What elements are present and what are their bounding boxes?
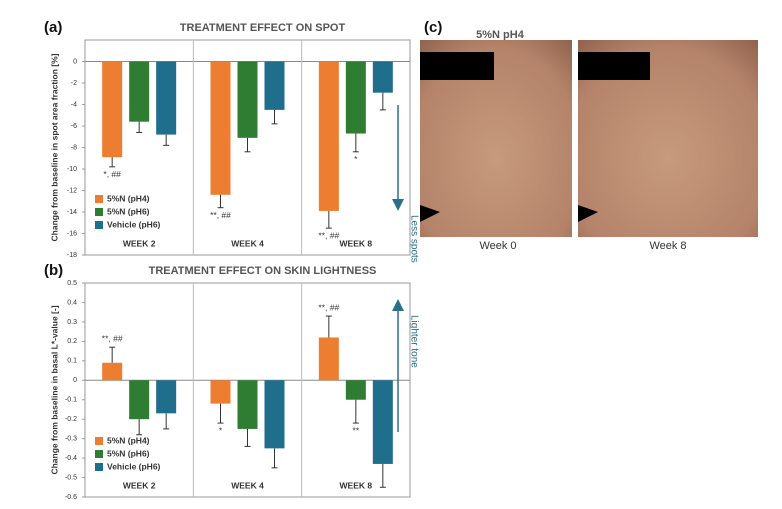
legend-swatch bbox=[95, 221, 103, 229]
y-tick-label: -0.4 bbox=[65, 455, 77, 462]
y-tick-label: -16 bbox=[67, 230, 77, 237]
bar bbox=[156, 380, 177, 414]
x-tick-label: WEEK 4 bbox=[231, 238, 264, 248]
bar bbox=[102, 61, 123, 158]
legend-label: 5%N (pH4) bbox=[107, 193, 150, 203]
y-tick-label: 0.2 bbox=[67, 338, 77, 345]
bar bbox=[345, 380, 366, 400]
significance-label: **, ## bbox=[210, 210, 231, 220]
bar bbox=[264, 61, 285, 110]
significance-label: * bbox=[354, 154, 358, 164]
photo-title: 5%N pH4 bbox=[476, 29, 525, 41]
y-tick-label: 0.4 bbox=[67, 299, 77, 306]
y-tick-label: -18 bbox=[67, 252, 77, 259]
significance-label: *, ## bbox=[103, 169, 121, 179]
y-tick-label: -0.2 bbox=[65, 416, 77, 423]
legend-swatch bbox=[95, 208, 103, 216]
y-tick-label: -2 bbox=[71, 80, 77, 87]
x-tick-label: WEEK 8 bbox=[340, 480, 373, 490]
legend-label: Vehicle (pH6) bbox=[107, 461, 161, 471]
significance-label: **, ## bbox=[102, 333, 123, 343]
y-tick-label: 0 bbox=[73, 58, 77, 65]
y-tick-label: -10 bbox=[67, 166, 77, 173]
y-tick-label: -0.1 bbox=[65, 397, 77, 404]
legend-label: 5%N (pH6) bbox=[107, 448, 150, 458]
y-tick-label: -0.3 bbox=[65, 435, 77, 442]
x-tick-label: WEEK 8 bbox=[340, 238, 373, 248]
bar bbox=[129, 380, 150, 420]
legend-label: 5%N (pH6) bbox=[107, 206, 150, 216]
x-tick-label: WEEK 2 bbox=[123, 238, 156, 248]
legend-swatch bbox=[95, 463, 103, 471]
y-tick-label: -6 bbox=[71, 123, 77, 130]
legend-label: 5%N (pH4) bbox=[107, 435, 150, 445]
legend-swatch bbox=[95, 450, 103, 458]
x-tick-label: WEEK 4 bbox=[231, 480, 264, 490]
y-tick-label: 0.1 bbox=[67, 358, 77, 365]
y-tick-label: -4 bbox=[71, 101, 77, 108]
y-tick-label: -0.5 bbox=[65, 474, 77, 481]
y-tick-label: -0.6 bbox=[65, 494, 77, 501]
panel-label: (b) bbox=[44, 262, 63, 279]
legend-label: Vehicle (pH6) bbox=[107, 219, 161, 229]
y-tick-label: -14 bbox=[67, 209, 77, 216]
photo bbox=[578, 40, 758, 237]
photo-caption: Week 0 bbox=[479, 240, 516, 252]
significance-label: * bbox=[219, 425, 223, 435]
bar bbox=[102, 362, 123, 381]
significance-label: ** bbox=[353, 425, 360, 435]
y-tick-label: 0.5 bbox=[67, 280, 77, 287]
y-tick-label: -12 bbox=[67, 187, 77, 194]
significance-label: **, ## bbox=[318, 302, 339, 312]
photo bbox=[420, 40, 572, 237]
y-tick-label: 0 bbox=[73, 377, 77, 384]
panel-label: (c) bbox=[424, 19, 442, 36]
panel-label: (a) bbox=[44, 19, 62, 36]
y-tick-label: 0.3 bbox=[67, 319, 77, 326]
bar bbox=[318, 61, 339, 211]
bar bbox=[372, 380, 393, 464]
significance-label: **, ## bbox=[318, 230, 339, 240]
bar bbox=[210, 61, 231, 195]
y-tick-label: -8 bbox=[71, 144, 77, 151]
y-axis-label: Change from baseline in basal L*-value [… bbox=[49, 305, 59, 474]
plot-frame bbox=[84, 282, 411, 498]
bar bbox=[345, 61, 366, 134]
legend-swatch bbox=[95, 437, 103, 445]
photo-caption: Week 8 bbox=[649, 240, 686, 252]
bar bbox=[210, 380, 231, 404]
side-note: Less spots bbox=[408, 215, 419, 263]
side-note: Lighter tone bbox=[408, 315, 419, 368]
y-axis-label: Change from baseline in spot area fracti… bbox=[49, 53, 59, 241]
chart-title: TREATMENT EFFECT ON SPOT bbox=[180, 22, 346, 34]
bar bbox=[264, 380, 285, 449]
bar bbox=[237, 380, 258, 429]
legend-swatch bbox=[95, 195, 103, 203]
bar bbox=[318, 337, 339, 381]
bar bbox=[372, 61, 393, 93]
x-tick-label: WEEK 2 bbox=[123, 480, 156, 490]
bar bbox=[237, 61, 258, 138]
bar bbox=[156, 61, 177, 135]
bar bbox=[129, 61, 150, 122]
chart-title: TREATMENT EFFECT ON SKIN LIGHTNESS bbox=[149, 265, 377, 277]
